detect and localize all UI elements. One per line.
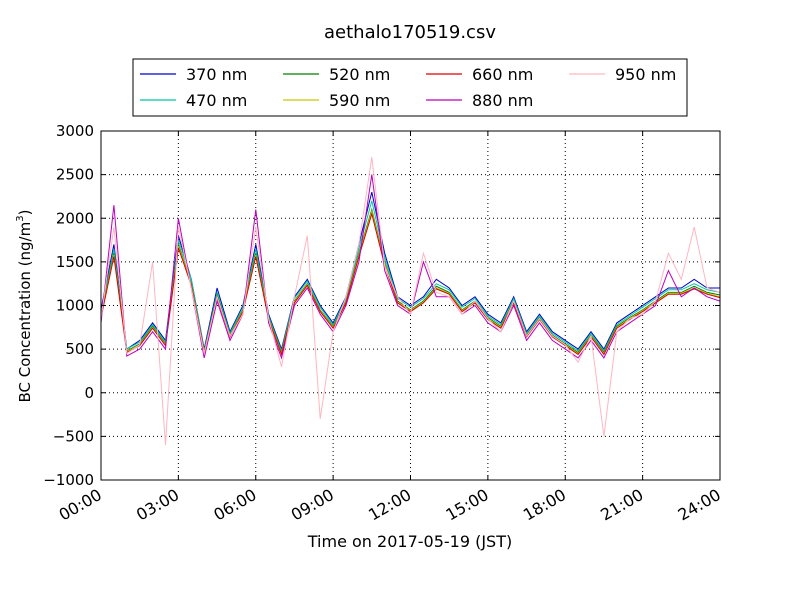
x-axis-label: Time on 2017-05-19 (JST) xyxy=(307,532,512,551)
y-axis-label: BC Concentration (ng/m3) xyxy=(15,210,34,403)
y-axis-label-superscript: 3 xyxy=(15,215,26,221)
legend-items: 370 nm 470 nm 520 nm 590 nm 660 nm 880 nm 950 … xyxy=(140,65,676,110)
y-tick-label: 1000 xyxy=(56,297,94,315)
y-tick-label: 1500 xyxy=(56,253,94,271)
legend-box xyxy=(132,58,688,117)
y-axis-label-tail: ) xyxy=(16,210,34,216)
y-tick-label: 500 xyxy=(65,340,94,358)
legend-label: 660 nm xyxy=(472,65,533,84)
legend-label: 880 nm xyxy=(472,91,533,110)
y-tick-label: −500 xyxy=(53,427,94,445)
series-lines xyxy=(100,157,721,446)
legend-label: 590 nm xyxy=(329,91,390,110)
y-axis: −1000 −500 0 500 1000 1500 2000 2500 3000 xyxy=(43,122,720,489)
legend-label: 370 nm xyxy=(186,65,247,84)
y-tick-label: 2500 xyxy=(56,166,94,184)
chart-title: aethalo170519.csv xyxy=(324,22,496,43)
y-tick-label: 2000 xyxy=(56,209,94,227)
y-axis-label-main: BC Concentration (ng/m xyxy=(16,222,34,403)
legend: 370 nm 470 nm 520 nm 590 nm 660 nm 880 nm 950 … xyxy=(132,58,688,117)
legend-label: 950 nm xyxy=(615,65,676,84)
legend-label: 520 nm xyxy=(329,65,390,84)
series-line xyxy=(100,157,721,446)
legend-label: 470 nm xyxy=(186,91,247,110)
y-tick-label: 3000 xyxy=(56,122,94,140)
y-tick-label: −1000 xyxy=(43,471,94,489)
y-tick-label: 0 xyxy=(84,384,94,402)
